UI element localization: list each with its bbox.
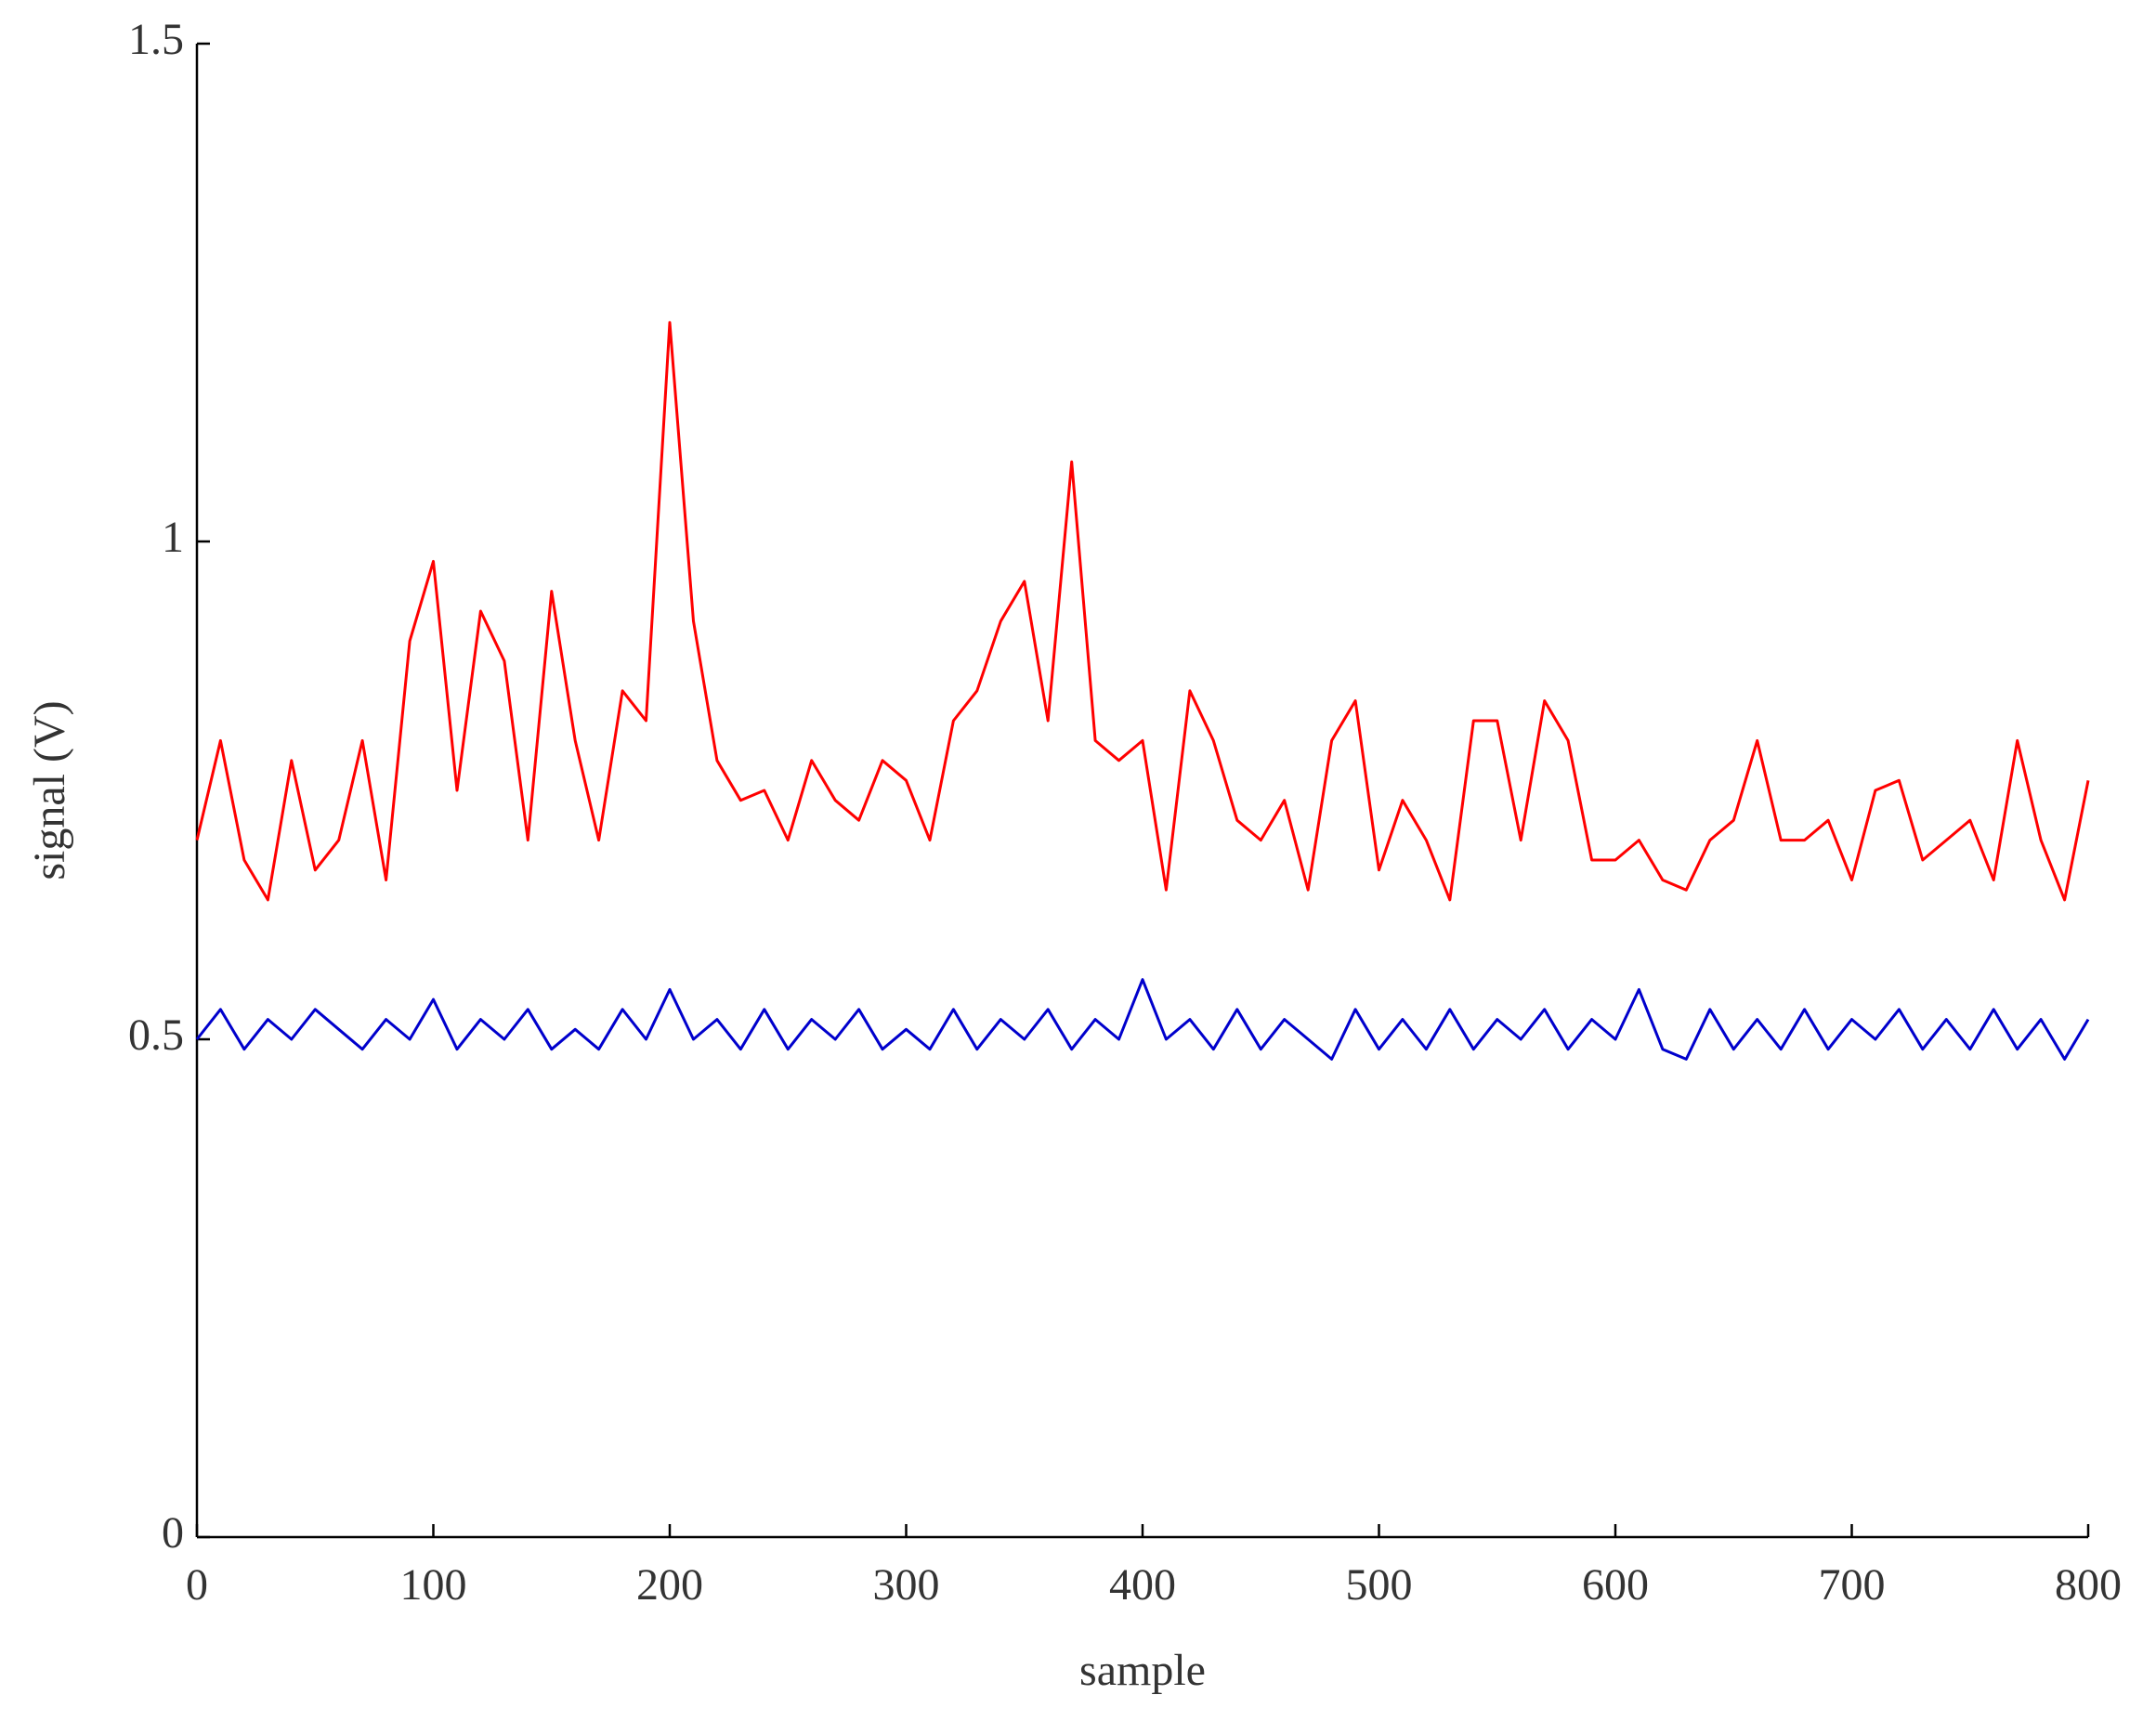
y-tick-label: 1 <box>162 513 184 562</box>
x-tick-label: 100 <box>400 1560 467 1610</box>
series-line <box>195 320 2090 902</box>
x-tick-label: 500 <box>1346 1560 1413 1610</box>
y-tick-label: 0 <box>162 1508 184 1558</box>
x-tick-label: 0 <box>186 1560 208 1610</box>
x-tick-label: 200 <box>636 1560 703 1610</box>
y-tick-label: 1.5 <box>128 15 184 64</box>
x-tick-label: 600 <box>1582 1560 1649 1610</box>
series-line <box>195 978 2090 1061</box>
x-tick-label: 300 <box>873 1560 940 1610</box>
x-axis-label: sample <box>1079 1646 1206 1695</box>
x-tick-label: 700 <box>1819 1560 1886 1610</box>
y-axis-label: signal (V) <box>25 700 74 880</box>
x-tick-label: 400 <box>1109 1560 1176 1610</box>
y-tick-label: 0.5 <box>128 1010 184 1060</box>
x-tick-label: 800 <box>2055 1560 2122 1610</box>
